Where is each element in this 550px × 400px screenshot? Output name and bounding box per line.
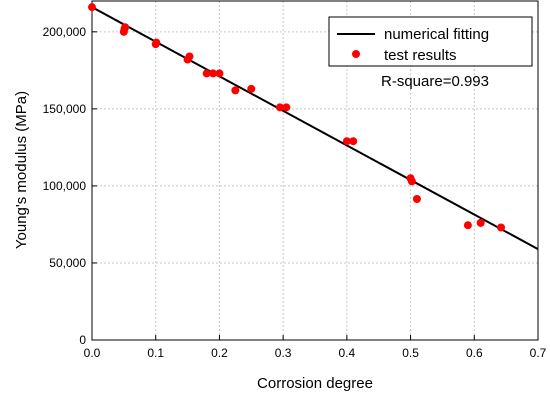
plot-frame [91,0,539,341]
test-result-point [209,69,218,78]
y-tick-label: 0 [79,333,86,347]
test-result-point [476,218,485,227]
x-tick-label: 0.4 [339,346,356,360]
x-tick-label: 0.1 [147,346,164,360]
x-tick-label: 0.6 [466,346,483,360]
y-axis-title: Young's modulus (MPa) [13,91,30,249]
y-tick-label: 150,000 [43,102,87,116]
x-axis-title: Corrosion degree [257,375,373,392]
test-result-point [152,38,161,47]
test-result-point [407,177,416,186]
test-result-point [88,3,96,12]
x-tick-label: 0.3 [275,346,292,360]
test-result-point [121,23,130,32]
test-result-point [231,86,240,95]
legend-label-numerical-fitting: numerical fitting [384,26,489,43]
y-tick-label: 100,000 [43,179,87,193]
test-result-point [247,84,256,93]
y-tick-label: 50,000 [49,256,86,270]
y-tick-label: 200,000 [43,25,87,39]
test-result-point [412,195,421,204]
fitting-line [91,6,539,250]
r-square-annotation: R-square=0.993 [381,73,489,90]
test-result-point [342,137,351,146]
test-result-point [497,223,506,232]
legend-box [328,16,533,67]
x-tick-label: 0.0 [84,346,101,360]
legend: numerical fitting test results [328,16,533,67]
legend-label-test-results: test results [384,47,457,64]
x-tick-label: 0.7 [530,346,547,360]
data-layer [88,3,539,250]
x-tick-label: 0.5 [402,346,419,360]
test-result-point [215,69,224,78]
test-result-point [202,69,211,78]
axes: 0.0 0.1 0.2 0.3 0.4 0.5 0.6 0.7 0 50,000 100,000 15… [43,25,547,360]
test-result-point [275,103,284,112]
legend-marker-sample [352,50,360,58]
test-result-point [463,221,472,230]
test-result-point [349,137,358,146]
test-result-point [282,103,291,112]
test-result-point [185,52,194,61]
x-tick-label: 0.2 [211,346,228,360]
